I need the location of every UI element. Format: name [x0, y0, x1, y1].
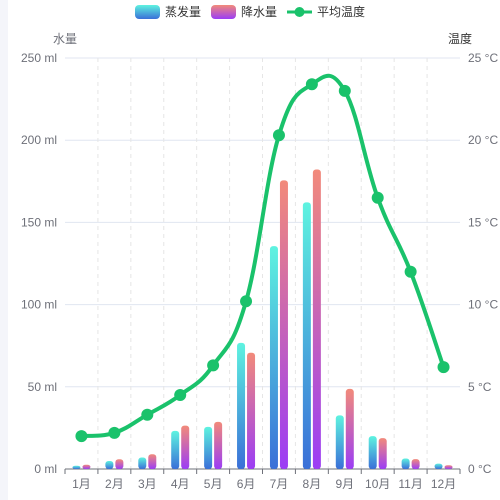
- temperature-point-10[interactable]: [404, 265, 417, 278]
- x-axis-labels: 1月 2月 3月 4月 5月 6月 7月 8月 9月 10月 11月 12月: [64, 469, 461, 491]
- right-axis-name: 温度: [448, 31, 472, 46]
- right-tick-label-4: 20 °C: [468, 133, 498, 147]
- right-axis-ticks: 0 °C 5 °C 10 °C 15 °C 20 °C 25 °C: [468, 51, 498, 476]
- x-tick-label-4: 5月: [204, 477, 223, 491]
- temperature-point-5[interactable]: [240, 295, 253, 308]
- temperature-point-11[interactable]: [437, 361, 450, 374]
- x-tick-label-3: 4月: [171, 477, 190, 491]
- temperature-point-3[interactable]: [174, 389, 187, 402]
- legend-swatch-dot-2: [294, 7, 305, 17]
- right-tick-label-2: 10 °C: [468, 298, 498, 312]
- legend-swatch-1: [211, 5, 236, 19]
- left-tick-label-1: 50 ml: [28, 380, 57, 394]
- x-tick-label-7: 8月: [303, 477, 322, 491]
- bar-1-1[interactable]: [115, 459, 124, 469]
- bar-0-2[interactable]: [138, 457, 147, 469]
- legend-label-1: 降水量: [241, 5, 277, 19]
- bar-0-1[interactable]: [105, 460, 114, 469]
- right-tick-label-0: 0 °C: [468, 462, 492, 476]
- bar-1-8[interactable]: [345, 388, 354, 469]
- legend-item-1[interactable]: 降水量: [211, 5, 277, 19]
- temperature-point-7[interactable]: [305, 78, 318, 91]
- bar-0-9[interactable]: [368, 436, 377, 469]
- x-tick-label-11: 12月: [431, 477, 456, 491]
- x-tick-label-8: 9月: [335, 477, 354, 491]
- bar-0-6[interactable]: [269, 246, 278, 469]
- temperature-point-6[interactable]: [272, 129, 285, 142]
- x-tick-label-0: 1月: [72, 477, 91, 491]
- right-tick-label-1: 5 °C: [468, 380, 492, 394]
- left-tick-label-0: 0 ml: [34, 462, 57, 476]
- temperature-line: [79, 73, 446, 439]
- left-tick-label-3: 150 ml: [21, 215, 57, 229]
- bar-0-0[interactable]: [72, 465, 81, 469]
- temperature-point-2[interactable]: [141, 408, 154, 421]
- bar-1-11[interactable]: [444, 465, 453, 469]
- left-axis-ticks: 0 ml 50 ml 100 ml 150 ml 200 ml 250 ml: [21, 51, 57, 476]
- bar-0-3[interactable]: [171, 430, 180, 469]
- right-tick-label-5: 25 °C: [468, 51, 498, 65]
- x-tick-label-10: 11月: [398, 477, 422, 491]
- right-tick-label-3: 15 °C: [468, 215, 498, 229]
- bar-0-5[interactable]: [237, 342, 246, 469]
- left-margin-strip: [0, 0, 8, 500]
- bar-1-5[interactable]: [247, 352, 256, 469]
- x-tick-label-2: 3月: [138, 477, 157, 491]
- bar-1-4[interactable]: [214, 421, 223, 469]
- legend-label-0: 蒸发量: [165, 4, 201, 19]
- legend-item-2[interactable]: 平均温度: [287, 4, 365, 19]
- left-axis-name: 水量: [53, 32, 77, 46]
- temperature-point-8[interactable]: [338, 84, 351, 97]
- temperature-point-0[interactable]: [75, 430, 88, 443]
- bar-1-10[interactable]: [411, 459, 420, 469]
- bar-1-7[interactable]: [312, 169, 321, 469]
- bar-1-2[interactable]: [148, 454, 157, 469]
- temperature-line-layer: [75, 73, 450, 443]
- bar-1-3[interactable]: [181, 425, 190, 469]
- bar-0-10[interactable]: [401, 458, 410, 469]
- bar-0-4[interactable]: [204, 426, 213, 469]
- bars: [72, 169, 453, 469]
- bar-0-8[interactable]: [335, 415, 344, 469]
- legend-swatch-0: [135, 5, 160, 19]
- x-tick-label-6: 7月: [270, 477, 289, 491]
- legend: 蒸发量 降水量 平均温度: [135, 4, 365, 19]
- left-tick-label-2: 100 ml: [21, 298, 57, 312]
- left-tick-label-5: 250 ml: [21, 51, 57, 65]
- x-tick-label-5: 6月: [237, 477, 256, 491]
- temperature-point-9[interactable]: [371, 191, 384, 204]
- legend-item-0[interactable]: 蒸发量: [135, 4, 201, 19]
- x-tick-label-9: 10月: [365, 477, 390, 491]
- bar-0-7[interactable]: [302, 202, 311, 469]
- bar-1-9[interactable]: [378, 438, 387, 469]
- temperature-point-4[interactable]: [207, 359, 220, 372]
- left-tick-label-4: 200 ml: [21, 133, 57, 147]
- grid: [65, 57, 460, 470]
- bar-1-0[interactable]: [82, 464, 91, 469]
- x-tick-label-1: 2月: [105, 477, 124, 491]
- legend-label-2: 平均温度: [317, 4, 365, 19]
- bar-0-11[interactable]: [434, 463, 443, 469]
- bar-1-6[interactable]: [279, 180, 288, 469]
- temperature-point-1[interactable]: [108, 426, 121, 439]
